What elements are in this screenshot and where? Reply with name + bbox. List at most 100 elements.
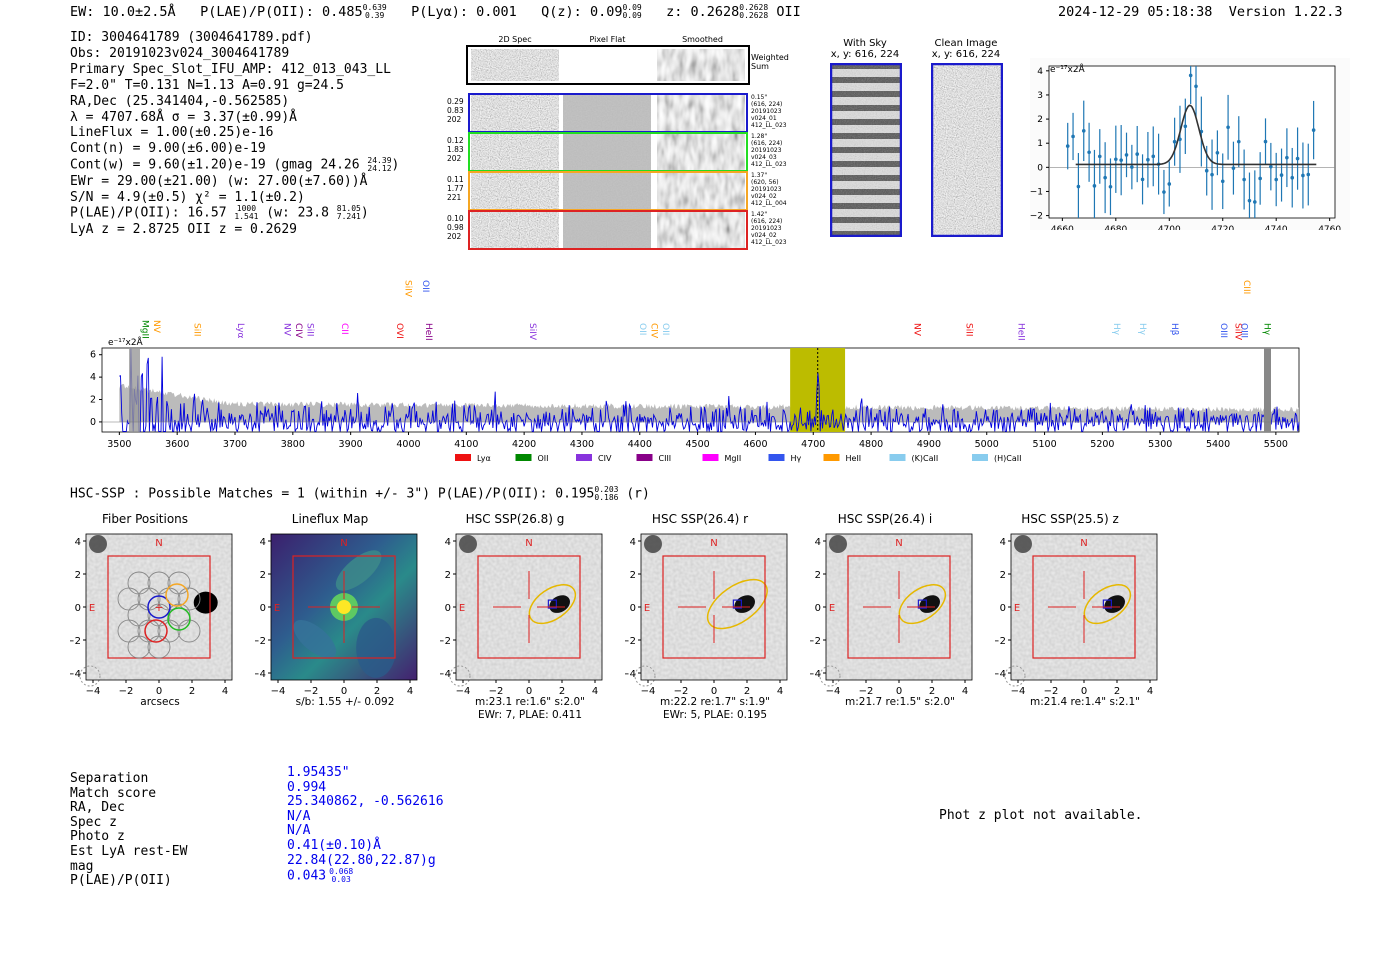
info-lambda: λ = 4707.68Å σ = 3.37(±0.99)Å <box>70 109 297 125</box>
corner-marker <box>819 665 841 687</box>
cutout-stat: 202 <box>447 115 462 124</box>
info-plae-lo: 1.541 <box>234 212 259 222</box>
hsc-xtick-label: 4 <box>962 686 968 697</box>
fit-data-point <box>1103 175 1107 180</box>
fiber-circle-primary <box>147 595 171 619</box>
match-plae-lo: 0.03 <box>331 875 351 885</box>
fit-data-point <box>1087 150 1091 155</box>
cutout-2dspec <box>471 212 559 248</box>
corner-marker <box>449 665 471 687</box>
compass-east: E <box>829 603 835 614</box>
cutout-row-stats: 0.12 1.83 202 <box>447 136 464 163</box>
aperture-ellipse <box>1083 584 1132 625</box>
info-contw: Cont(w) = 9.60(±1.20)e-19 (gmag 24.26 24… <box>70 157 399 173</box>
fit-data-point <box>1285 155 1289 160</box>
spectral-line-label: MgII <box>140 320 150 339</box>
header-ew: EW: 10.0±2.5Å <box>70 4 176 20</box>
hsc-cutout <box>456 534 602 680</box>
lineflux-blob <box>335 550 382 591</box>
bright-source <box>193 591 218 614</box>
hsc-xtick-label: −2 <box>119 686 134 697</box>
hsc-ytick-label: −2 <box>810 636 821 647</box>
spectral-line-label: Hβ <box>1169 323 1179 336</box>
cutout-gap <box>561 212 563 248</box>
fit-xtick-label: 4760 <box>1318 225 1341 230</box>
spectral-line-label: SiII <box>192 323 202 337</box>
gaussian-fit-curve <box>1075 104 1317 166</box>
spectral-line-label: NV <box>151 320 161 334</box>
hsc-xtick-label: −2 <box>1044 686 1059 697</box>
fit-data-point <box>1183 124 1188 129</box>
hsc-xtick-label: −4 <box>641 686 656 697</box>
fit-xtick-label: 4740 <box>1265 225 1288 230</box>
fit-data-point <box>1071 134 1075 139</box>
fit-data-point <box>1263 139 1268 144</box>
match-value-text: N/A <box>287 808 311 824</box>
hsc-ytick-label: −2 <box>440 636 451 647</box>
info-lyaz: LyA z = 2.8725 OII z = 0.2629 <box>70 221 297 237</box>
match-value-text: 25.340862, -0.562616 <box>287 794 444 810</box>
spec-ytick-label: 6 <box>90 350 96 361</box>
legend-label: CIV <box>598 454 612 463</box>
match-value: N/A <box>287 824 444 839</box>
legend-label: CIII <box>659 454 672 463</box>
hsc-ytick-label: −4 <box>625 669 636 680</box>
spec-xtick-label: 3500 <box>107 439 131 450</box>
spectral-line-label: NV <box>912 323 922 337</box>
match-value: N/A <box>287 808 444 825</box>
fiber-circle-secondary <box>167 607 191 631</box>
cutout-meta: 412_LL_004 <box>751 200 787 207</box>
cutout-row-meta: 1.28" (616, 224) 20191023 v024_03 412_LL_023 <box>751 133 787 168</box>
hsc-ytick-label: 0 <box>1000 603 1006 614</box>
spectral-line-label: OIII <box>1238 323 1248 338</box>
spec-xtick-label: 5500 <box>1264 439 1288 450</box>
header-plae-hi: 0.639 <box>362 3 387 12</box>
fit-data-point <box>1269 164 1273 169</box>
spec-xtick-label: 3700 <box>223 439 247 450</box>
legend-swatch <box>823 454 840 461</box>
fit-ytick-label: −1 <box>1030 187 1043 197</box>
match-plae-hi: 0.068 <box>329 867 354 877</box>
fiber-footprint-box <box>477 555 581 659</box>
fiber-footprint-box <box>292 555 396 659</box>
hsc-ytick-label: −4 <box>810 669 821 680</box>
compass-north: N <box>340 538 347 549</box>
match-label: Separation <box>70 771 149 786</box>
cutout-row-stats: 0.29 0.83 202 <box>447 97 464 124</box>
compass-east: E <box>89 603 95 614</box>
spec-cutouts <box>466 45 750 250</box>
fiber-circle <box>177 619 201 643</box>
legend-label: Lyα <box>477 454 491 463</box>
hsc-panel-caption: m:22.2 re:1.7" s:1.9" <box>660 696 770 708</box>
header-qz: Q(z): 0.09 <box>541 4 623 20</box>
weighted-sum-label: Weighted Sum <box>751 53 789 71</box>
cutout-row <box>468 210 748 250</box>
lineflux-blob <box>356 617 397 678</box>
spectral-line-label: HeII <box>1016 323 1026 341</box>
cutout-meta: v024_02 <box>751 232 777 239</box>
hsc-panel-title: HSC SSP(25.5) z <box>1021 512 1119 526</box>
cutout-pixelflat <box>563 173 651 209</box>
hsc-xtick-label: 4 <box>1147 686 1153 697</box>
info-plae-w-end: ) <box>360 205 369 221</box>
cutout-gap <box>561 173 563 209</box>
spec-xtick-label: 4700 <box>801 439 825 450</box>
hsc-ytick-label: 0 <box>75 603 81 614</box>
hsc-panel-title: Lineflux Map <box>291 512 369 526</box>
fit-data-point <box>1220 179 1225 184</box>
match-value-text: 1.95435" <box>287 765 350 780</box>
info-params: F=2.0" T=0.131 N=1.13 A=0.91 g=24.5 <box>70 77 344 93</box>
hsc-panel-image: + N E −4 −2 0 2 4 4 2 0 −2 −4 <box>70 533 233 697</box>
masked-region-left <box>129 348 140 432</box>
spectral-line-label: CIII <box>1241 280 1251 294</box>
timestamp: 2024-12-29 05:18:38 <box>1058 4 1213 20</box>
fit-ytick-label: 4 <box>1037 67 1043 77</box>
cutout-2dspec <box>471 173 559 209</box>
hsc-panel-title: HSC SSP(26.4) i <box>837 512 933 526</box>
spec-ytick-label: 2 <box>90 395 96 406</box>
compass-north: N <box>155 538 162 549</box>
weighted-2dspec <box>471 49 559 81</box>
hsc-panel: Fiber Positions + N E −4 −2 0 2 4 4 2 0 −2 −4 arcsecs <box>70 512 255 727</box>
info-contn: Cont(n) = 9.00(±6.00)e-19 <box>70 141 266 157</box>
